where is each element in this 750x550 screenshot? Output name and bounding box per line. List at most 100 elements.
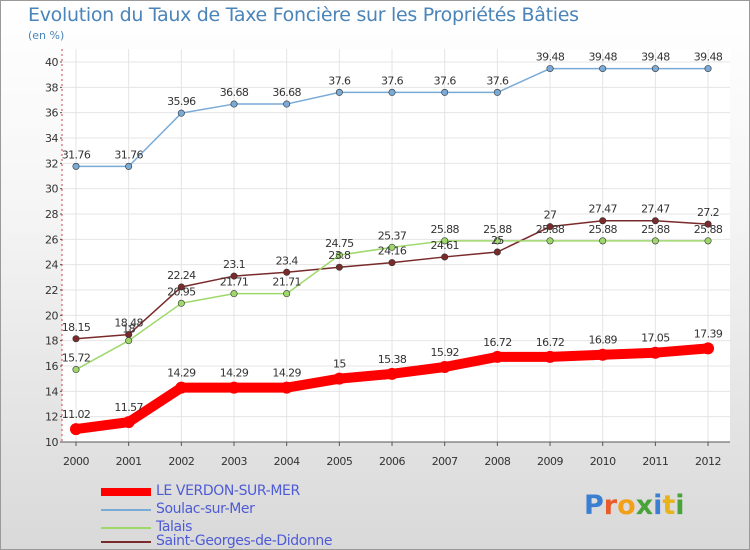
data-label: 16.72 xyxy=(536,336,565,349)
data-label: 15.92 xyxy=(430,346,459,359)
data-label: 25.37 xyxy=(378,229,407,242)
data-point xyxy=(228,381,241,394)
x-tick-label: 2010 xyxy=(590,455,616,468)
data-point xyxy=(704,65,712,73)
x-tick-label: 2000 xyxy=(63,455,89,468)
x-tick-label: 2012 xyxy=(695,455,721,468)
data-label: 14.29 xyxy=(272,367,301,380)
data-label: 23.1 xyxy=(223,258,245,271)
data-point xyxy=(493,248,501,256)
data-point xyxy=(546,65,554,73)
data-point xyxy=(599,217,607,225)
data-point xyxy=(283,100,291,108)
data-point xyxy=(649,346,662,359)
data-label: 25.88 xyxy=(483,223,512,236)
line-chart: 10 12 14 16 18 20 22 24 26 28 30 32 34 36 38 40 2000 2001… xyxy=(45,49,730,468)
data-label: 16.72 xyxy=(483,336,512,349)
data-point xyxy=(230,100,238,108)
data-label: 25.88 xyxy=(430,223,459,236)
data-point xyxy=(546,223,554,231)
data-label: 17.39 xyxy=(694,327,723,340)
data-point xyxy=(651,237,659,245)
x-tick-label: 2011 xyxy=(642,455,668,468)
data-point xyxy=(72,335,80,343)
data-label: 31.76 xyxy=(62,148,91,161)
y-tick-label: 18 xyxy=(45,335,58,348)
y-tick-label: 28 xyxy=(45,208,58,221)
data-label: 25.88 xyxy=(641,223,670,236)
data-label: 37.6 xyxy=(381,74,404,87)
data-label: 22.24 xyxy=(167,269,196,282)
data-label: 39.48 xyxy=(536,51,565,64)
data-label: 27.47 xyxy=(588,203,617,216)
data-label: 15.72 xyxy=(62,352,91,365)
y-tick-label: 16 xyxy=(45,360,58,373)
data-point xyxy=(441,253,449,261)
proxiti-logo: Proxiti xyxy=(584,490,685,521)
data-point xyxy=(438,361,451,374)
legend-item-le-verdon: LE VERDON-SUR-MER xyxy=(101,483,401,501)
y-tick-label: 24 xyxy=(45,259,58,272)
x-tick-label: 2005 xyxy=(326,455,352,468)
logo-letter: r xyxy=(603,490,618,521)
data-point xyxy=(599,237,607,245)
data-point xyxy=(177,109,185,117)
data-label: 14.29 xyxy=(167,367,196,380)
y-tick-label: 10 xyxy=(45,436,58,449)
data-label: 27.2 xyxy=(697,206,719,219)
data-label: 36.68 xyxy=(220,86,249,99)
y-tick-label: 20 xyxy=(45,309,58,322)
data-label: 23.8 xyxy=(328,249,351,262)
data-point xyxy=(388,88,396,96)
logo-letter: P xyxy=(584,490,604,521)
data-point xyxy=(230,290,238,298)
data-label: 15.38 xyxy=(378,353,407,366)
data-point xyxy=(125,337,133,345)
data-point xyxy=(544,350,557,363)
legend-swatch xyxy=(101,527,151,529)
data-point xyxy=(177,283,185,291)
data-point xyxy=(704,220,712,228)
data-label: 24.61 xyxy=(430,239,459,252)
data-label: 21.71 xyxy=(272,276,301,289)
data-point xyxy=(125,162,133,170)
data-label: 11.02 xyxy=(62,408,91,421)
data-point xyxy=(596,348,609,361)
data-label: 37.6 xyxy=(434,74,457,87)
legend-label: LE VERDON-SUR-MER xyxy=(156,483,300,499)
data-point xyxy=(335,251,343,259)
x-tick-label: 2001 xyxy=(116,455,142,468)
data-label: 18 xyxy=(122,323,135,336)
data-point xyxy=(333,372,346,385)
data-label: 25.88 xyxy=(588,223,617,236)
data-label: 25 xyxy=(491,234,504,247)
data-label: 20.95 xyxy=(167,285,196,298)
data-point xyxy=(651,217,659,225)
y-tick-label: 30 xyxy=(45,183,58,196)
legend-swatch xyxy=(101,541,151,543)
data-point xyxy=(493,237,501,245)
data-point xyxy=(72,366,80,374)
data-point xyxy=(491,350,504,363)
data-point xyxy=(599,65,607,73)
data-point xyxy=(386,367,399,380)
data-point xyxy=(280,381,293,394)
logo-letter: t xyxy=(662,490,676,521)
logo-letter: o xyxy=(617,490,636,521)
data-label: 39.48 xyxy=(641,51,670,64)
y-tick-label: 38 xyxy=(45,81,58,94)
data-label: 37.6 xyxy=(486,74,509,87)
data-point xyxy=(122,416,135,429)
data-label: 21.71 xyxy=(220,276,249,289)
data-label: 25.88 xyxy=(694,223,723,236)
data-label: 36.68 xyxy=(272,86,301,99)
data-point xyxy=(493,88,501,96)
x-tick-label: 2002 xyxy=(168,455,194,468)
data-label: 18.48 xyxy=(114,317,143,330)
data-point xyxy=(175,381,188,394)
data-label: 11.57 xyxy=(114,401,143,414)
data-label: 15 xyxy=(333,358,346,371)
data-label: 23.4 xyxy=(276,254,299,267)
data-point xyxy=(441,237,449,245)
x-tick-label: 2003 xyxy=(221,455,247,468)
